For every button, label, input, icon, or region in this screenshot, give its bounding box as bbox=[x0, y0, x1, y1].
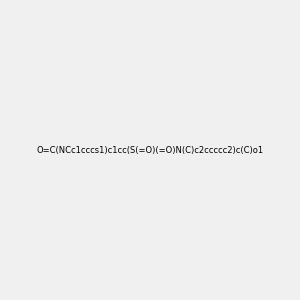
Text: O=C(NCc1cccs1)c1cc(S(=O)(=O)N(C)c2ccccc2)c(C)o1: O=C(NCc1cccs1)c1cc(S(=O)(=O)N(C)c2ccccc2… bbox=[36, 146, 264, 154]
